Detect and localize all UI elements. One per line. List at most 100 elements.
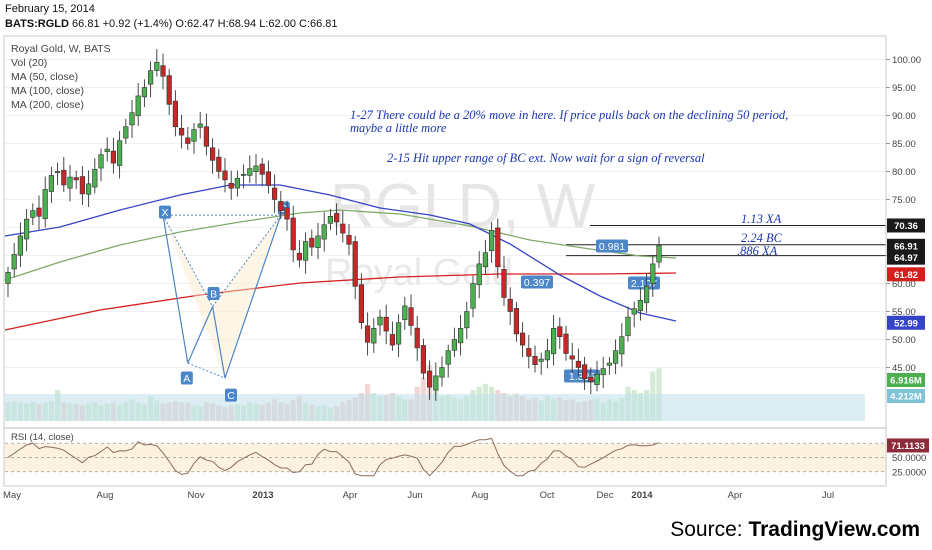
candle-100 <box>625 306 631 342</box>
candle-body-73 <box>457 327 464 344</box>
pattern-point-x-text: X <box>161 207 168 219</box>
candle-18 <box>117 130 123 179</box>
pattern-point-a-bg <box>180 371 193 385</box>
candle-31 <box>197 111 203 139</box>
time-tick-8: Dec <box>597 490 614 501</box>
pattern-fill <box>163 215 281 379</box>
candle-body-96 <box>600 368 606 376</box>
candle-49 <box>309 229 315 256</box>
candle-45 <box>284 200 290 231</box>
candle-body-45 <box>284 207 290 220</box>
price-tick-label-1: 95.00 <box>892 83 916 94</box>
candle-body-13 <box>86 183 92 195</box>
price-change: +0.92 (+1.4%) <box>102 18 173 30</box>
candle-body-44 <box>278 201 284 212</box>
legend-ma100: MA (100, close) <box>11 85 84 97</box>
candle-body-92 <box>575 360 581 368</box>
watermark-symbol: RGLD, W <box>330 172 596 241</box>
price-tag-bg-0 <box>887 218 925 233</box>
pattern-ratio-line-2 <box>212 214 282 307</box>
price-tag-text-0: 70.36 <box>894 221 918 232</box>
candle-body-105 <box>656 245 662 263</box>
candle-body-86 <box>538 358 544 362</box>
candle-body-27 <box>172 100 179 128</box>
candle-67 <box>420 338 427 380</box>
candle-body-101 <box>631 308 637 315</box>
candle-59 <box>371 318 377 353</box>
candle-34 <box>216 148 222 179</box>
candle-87 <box>544 338 550 369</box>
candle-body-16 <box>104 148 110 153</box>
pattern-ratio-line-0 <box>162 214 214 307</box>
time-tick-1: Aug <box>97 490 114 501</box>
price-tag-text-6: 4.212M <box>890 392 922 403</box>
candle-body-57 <box>358 284 365 323</box>
volume-average-band <box>5 394 865 421</box>
candle-body-104 <box>650 263 656 285</box>
candle-9 <box>61 157 67 192</box>
low-label: L: <box>259 18 269 30</box>
candle-body-46 <box>290 217 296 251</box>
candle-54 <box>340 210 346 243</box>
volume-bars <box>5 365 865 421</box>
candle-body-76 <box>476 263 482 286</box>
candle-body-41 <box>259 163 265 175</box>
candle-body-47 <box>296 252 303 261</box>
candle-body-66 <box>414 327 420 349</box>
candle-17 <box>110 137 116 174</box>
ratio-xab: 0.397 <box>521 275 553 289</box>
candle-body-97 <box>606 362 612 366</box>
candle-60 <box>377 309 383 336</box>
candle-body-98 <box>612 350 619 364</box>
ratio-xad: 0.981 <box>596 239 628 253</box>
candle-74 <box>464 301 470 340</box>
candle-body-82 <box>513 308 519 335</box>
pattern-point-d-text: D <box>280 203 288 215</box>
price-tick-label-9: 55.00 <box>892 307 916 318</box>
candle-body-70 <box>439 367 445 378</box>
candle-40 <box>253 154 259 184</box>
candle-body-78 <box>488 230 495 251</box>
candle-body-36 <box>228 182 234 189</box>
candle-body-69 <box>433 375 439 391</box>
candle-body-77 <box>482 252 489 268</box>
candle-15 <box>98 148 104 182</box>
price-tag-bg-3 <box>887 267 925 282</box>
candle-body-95 <box>594 373 600 386</box>
price-tag-6: 4.212M <box>887 389 925 403</box>
legend-vol: Vol (20) <box>11 57 48 69</box>
candle-8 <box>54 162 61 185</box>
candle-body-30 <box>191 129 197 142</box>
time-tick-10: Apr <box>728 490 743 501</box>
candle-body-84 <box>526 348 532 357</box>
price-tag-bg-1 <box>887 238 925 253</box>
candle-61 <box>383 304 389 345</box>
candle-body-38 <box>241 174 247 176</box>
candle-11 <box>73 170 79 190</box>
time-tick-4: Apr <box>343 490 358 501</box>
candle-body-75 <box>470 283 476 309</box>
pattern-point-a-text: A <box>183 373 190 385</box>
candle-57 <box>358 273 365 329</box>
candle-78 <box>488 222 495 263</box>
candle-body-37 <box>234 177 241 189</box>
pattern-point-b-text: B <box>210 288 217 300</box>
candle-body-72 <box>451 339 458 351</box>
candle-body-33 <box>210 147 216 161</box>
ma50-line <box>4 184 677 322</box>
pattern-point-c: C <box>225 388 237 402</box>
candle-83 <box>519 322 526 358</box>
candle-79 <box>495 218 501 279</box>
candle-body-50 <box>315 235 321 248</box>
candle-body-14 <box>92 168 98 188</box>
candle-4 <box>30 203 36 226</box>
candle-body-100 <box>625 316 631 336</box>
candle-body-49 <box>309 237 315 248</box>
candle-58 <box>364 312 371 356</box>
candle-body-59 <box>371 327 377 344</box>
candle-43 <box>271 174 278 213</box>
pattern-leg-2 <box>212 306 226 379</box>
candle-35 <box>222 158 228 193</box>
candle-body-10 <box>67 176 73 189</box>
